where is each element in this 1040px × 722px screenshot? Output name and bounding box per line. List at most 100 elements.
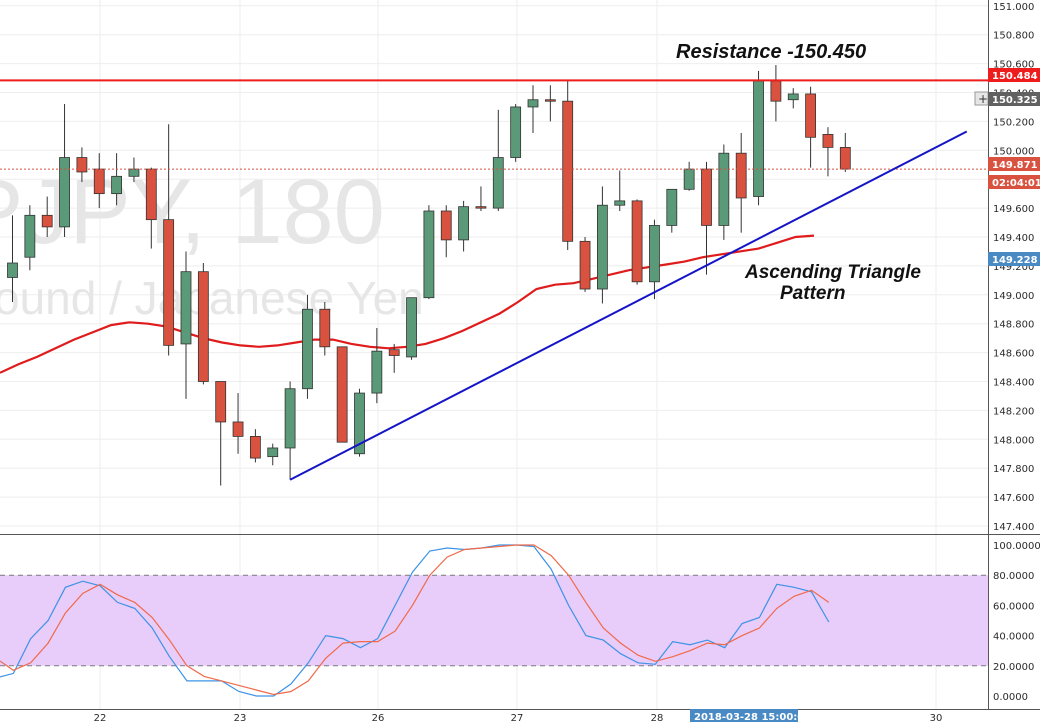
- y-tick-label: 150.800: [993, 31, 1034, 42]
- candle: [440, 205, 452, 258]
- candle: [267, 443, 279, 466]
- candle: [319, 302, 331, 356]
- candle: [597, 186, 608, 304]
- candle: [336, 346, 348, 443]
- candle: [787, 88, 799, 109]
- candle: [249, 429, 261, 463]
- candle: [805, 86, 816, 168]
- watermark-symbol: PJPY, 180: [0, 161, 385, 263]
- candle-body: [718, 152, 730, 226]
- candle: [666, 188, 678, 233]
- candle: [93, 153, 105, 209]
- candle: [544, 85, 556, 122]
- stochastic-y-tick-label: 100.0000: [993, 541, 1040, 552]
- candle-body: [354, 392, 365, 455]
- candle-body: [423, 210, 435, 299]
- candle: [284, 381, 296, 480]
- candle-body: [267, 447, 279, 458]
- candle: [631, 199, 643, 285]
- candle-body: [111, 175, 122, 195]
- candle-body: [805, 93, 816, 138]
- candle-body: [631, 200, 643, 283]
- candle-body: [458, 206, 470, 241]
- candle-body: [215, 381, 227, 423]
- candle: [111, 153, 122, 206]
- stochastic-d-line: [0, 544, 830, 696]
- resistance-badge-label: 150.484: [992, 71, 1038, 82]
- candle: [510, 104, 522, 162]
- candle-body: [527, 99, 539, 108]
- ascending-trendline: [289, 130, 968, 481]
- y-tick-label: 148.600: [993, 349, 1034, 360]
- ma-badge-label: 149.228: [992, 255, 1038, 266]
- candle-body: [249, 436, 261, 459]
- y-tick-label: 150.000: [993, 146, 1034, 157]
- candle: [180, 251, 192, 399]
- candle-body: [24, 214, 36, 258]
- y-tick-label: 148.000: [993, 435, 1034, 446]
- high-badge: [988, 92, 1040, 106]
- candle: [302, 294, 313, 399]
- candle-body: [197, 271, 209, 382]
- candle: [24, 205, 36, 271]
- candle-body: [406, 297, 417, 358]
- candle-body: [770, 80, 782, 102]
- candle: [163, 124, 175, 356]
- x-tick-label: 30: [930, 713, 943, 722]
- annotations: Resistance -150.450 Ascending Triangle P…: [676, 41, 921, 304]
- stochastic-y-tick-label: 20.0000: [993, 662, 1034, 673]
- candle: [770, 65, 782, 122]
- x-tick-label: 23: [234, 713, 247, 722]
- candle-body: [839, 147, 851, 170]
- candle: [614, 170, 626, 211]
- y-tick-label: 150.600: [993, 60, 1034, 71]
- x-tick-label: 28: [651, 713, 664, 722]
- candle: [406, 297, 417, 360]
- candle: [492, 109, 504, 211]
- stochastic-y-tick-label: 40.0000: [993, 632, 1034, 643]
- candle-body: [822, 134, 834, 148]
- watermark: PJPY, 180 ound / Japanese Yen: [0, 161, 424, 324]
- candle: [579, 237, 591, 292]
- y-tick-label: 147.400: [993, 522, 1034, 533]
- candle-body: [649, 225, 660, 283]
- y-tick-label: 147.600: [993, 493, 1034, 504]
- candle-body: [683, 168, 695, 190]
- candle-body: [562, 100, 574, 242]
- candle-body: [59, 157, 70, 228]
- candle: [215, 381, 227, 486]
- countdown-badge: [988, 175, 1040, 189]
- candle-body: [128, 168, 140, 177]
- y-tick-label: 148.800: [993, 320, 1034, 331]
- stochastic-band: [0, 574, 988, 667]
- stochastic-y-tick-label: 60.0000: [993, 601, 1034, 612]
- candle-body: [180, 271, 192, 345]
- candle-body: [41, 214, 53, 228]
- stochastic-k-line: [0, 544, 830, 697]
- candle-body: [93, 168, 105, 195]
- candle-body: [475, 206, 487, 209]
- candle-body: [388, 349, 400, 356]
- y-tick-label: 151.000: [993, 2, 1034, 13]
- candle: [701, 161, 712, 275]
- candles: [7, 65, 851, 486]
- candle-body: [232, 421, 244, 437]
- candle: [197, 263, 209, 385]
- candle-body: [597, 204, 608, 290]
- candle: [839, 132, 851, 172]
- candle: [562, 79, 574, 251]
- candle-body: [666, 188, 678, 226]
- current-price-badge-label: 149.871: [992, 160, 1038, 171]
- candle-body: [163, 219, 175, 346]
- candle: [527, 85, 539, 133]
- high-badge-label: 150.325: [992, 95, 1038, 106]
- candle: [683, 161, 695, 191]
- candle-body: [145, 168, 157, 221]
- plus-button-label: +: [978, 92, 988, 106]
- stochastic-lines: [0, 544, 830, 697]
- candle: [718, 144, 730, 240]
- candle: [822, 127, 834, 177]
- crosshair-time-badge: [690, 709, 798, 722]
